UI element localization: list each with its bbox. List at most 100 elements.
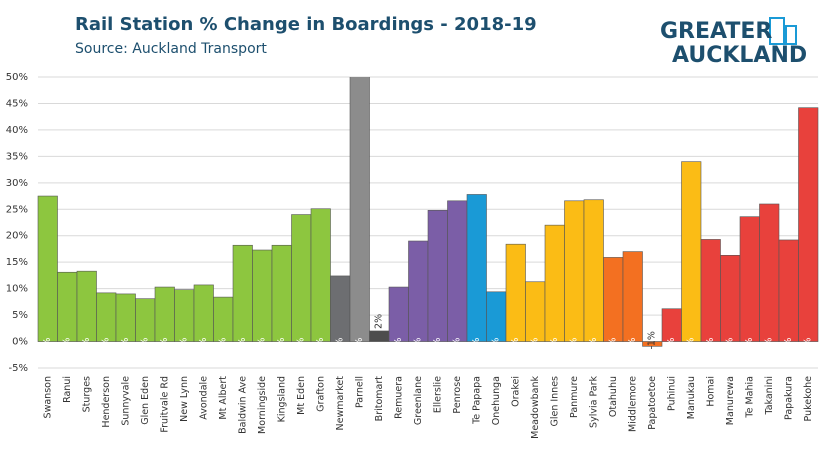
value-label: 10% [179,338,190,359]
x-tick-label: Penrose [452,376,463,414]
y-tick-label: 0% [12,337,28,348]
bar [700,239,721,342]
y-tick-label: 10% [6,284,28,295]
x-tick-label: Middlemore [627,376,638,432]
bar [174,289,195,342]
x-tick-label: Morningside [257,376,268,434]
x-tick-label: Henderson [101,376,112,428]
bar [720,255,741,342]
x-tick-label: Homai [705,376,716,407]
bar [778,239,799,342]
value-label: 24% [744,338,755,359]
value-label: 9% [101,338,112,353]
logo-text: AUCKLAND [672,43,807,68]
value-label: 22% [549,338,560,359]
bar [408,240,429,342]
x-tick-label: Te Papapa [471,376,482,425]
y-tick-label: 15% [6,257,28,268]
x-tick-label: Meadowbank [530,376,541,439]
bar [681,161,702,342]
x-tick-label: Onehunga [491,376,502,425]
bar [759,203,780,342]
x-tick-label: Puhinui [666,376,677,411]
x-tick-label: Mt Eden [296,376,307,415]
value-label: 6% [666,338,677,353]
value-label: -1% [647,331,658,350]
value-label: 27% [452,338,463,359]
x-tick-label: Te Mahia [744,376,755,419]
bar [583,199,604,342]
x-tick-label: Takanini [764,376,775,416]
value-label: 24% [296,338,307,359]
bar [622,251,643,342]
value-label: 11% [530,338,541,359]
x-tick-label: Pukekohe [803,376,814,422]
bar [193,284,214,342]
bar [310,208,331,342]
value-label: 11% [198,338,209,359]
bar [798,107,819,342]
bar [427,210,448,342]
bar [330,275,351,342]
x-tick-label: Parnell [354,376,365,408]
x-tick-label: Ellerslie [432,376,443,413]
value-label: 10% [159,338,170,359]
x-tick-label: Remuera [393,376,404,419]
value-label: 18% [510,338,521,359]
bar [271,244,292,342]
bar [154,286,175,342]
value-label: 28% [471,338,482,359]
x-tick-label: Panmure [569,376,580,418]
x-tick-label: Baldwin Ave [237,376,248,434]
y-tick-label: 30% [6,178,28,189]
bar [369,330,390,342]
value-label: 18% [276,338,287,359]
bar [232,244,253,342]
bar [76,270,97,342]
bar [291,214,312,342]
value-label: 13% [62,338,73,359]
value-label: 8% [218,338,229,353]
value-label: 25% [315,338,326,359]
value-label: 19% [783,338,794,359]
x-tick-label: Sylvia Park [588,376,599,428]
bar [544,224,565,342]
value-label: 12% [335,338,346,359]
value-label: 17% [627,338,638,359]
value-label: 9% [491,338,502,353]
value-label: 10% [393,338,404,359]
value-label: 82% [354,338,365,359]
bar [739,216,760,342]
value-label: 2% [374,314,385,329]
bar [661,308,682,342]
bar [135,298,156,342]
y-tick-label: 50% [6,72,28,83]
value-label: 34% [686,338,697,359]
chart-title: Rail Station % Change in Boardings - 201… [75,14,537,35]
x-tick-label: Newmarket [335,376,346,431]
bar [447,200,468,342]
value-label: 17% [257,338,268,359]
x-tick-label: Otahuhu [608,376,619,417]
bars [37,77,819,347]
bar [37,195,58,342]
bar [252,249,273,342]
value-label: 18% [237,338,248,359]
value-label: 9% [120,338,131,353]
x-tick-label: Britomart [374,376,385,422]
bar [115,293,136,342]
value-label: 28% [42,338,53,359]
bar [505,243,526,342]
bar [96,292,117,342]
bar [349,77,370,342]
value-label: 25% [432,338,443,359]
value-label: 8% [140,338,151,353]
x-tick-label: Avondale [198,376,209,420]
bar [564,200,585,342]
x-tick-label: Swanson [42,376,53,418]
y-tick-label: 20% [6,231,28,242]
y-tick-label: 5% [12,310,28,321]
x-tick-label: Grafton [315,376,326,412]
chart-subtitle: Source: Auckland Transport [75,41,267,57]
